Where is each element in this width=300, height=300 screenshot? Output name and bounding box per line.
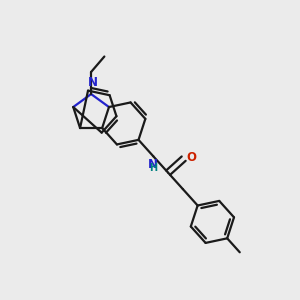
Text: H: H: [149, 163, 157, 173]
Text: O: O: [186, 151, 196, 164]
Text: N: N: [88, 76, 98, 89]
Text: N: N: [148, 158, 158, 171]
